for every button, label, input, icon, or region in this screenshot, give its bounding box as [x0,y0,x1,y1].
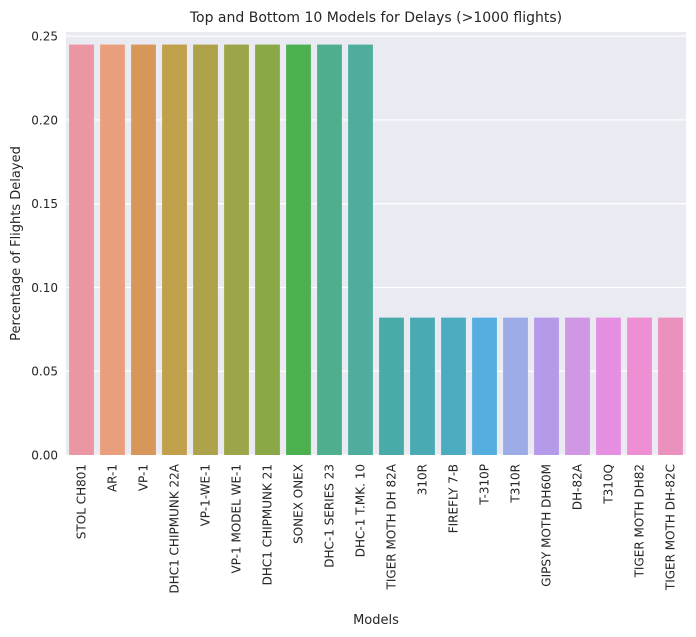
bar [286,44,311,455]
bar [472,317,497,455]
bar [658,317,683,455]
x-tick-label: T310Q [602,464,616,505]
chart-title: Top and Bottom 10 Models for Delays (>10… [189,10,562,26]
y-tick-label: 0.15 [31,197,58,211]
bar [410,317,435,455]
bar [534,317,559,455]
bars [69,44,683,455]
bar [100,44,125,455]
bar [627,317,652,455]
x-tick-label: T310R [509,464,523,504]
y-tick-label: 0.05 [31,365,58,379]
x-tick-label: VP-1 MODEL WE-1 [230,464,244,574]
x-tick-label: VP-1 [137,464,151,491]
x-tick-label: DHC-1 T.MK. 10 [354,464,368,557]
plot-background [66,32,686,455]
x-tick-label: VP-1-WE-1 [199,464,213,526]
x-tick-label: DHC1 CHIPMUNK 21 [261,464,275,585]
bar [255,44,280,455]
bar [162,44,187,455]
x-tick-label: GIPSY MOTH DH60M [540,464,554,587]
bar [348,44,373,455]
bar [565,317,590,455]
y-tick-label: 0.25 [31,30,58,44]
y-tick-label: 0.20 [31,113,58,127]
y-axis-label: Percentage of Flights Delayed [9,146,24,341]
x-tick-label: DHC-1 SERIES 23 [323,464,337,568]
bar [317,44,342,455]
x-tick-label: DH-82A [571,463,585,510]
bar [224,44,249,455]
x-tick-label: TIGER MOTH DH 82A [385,463,399,590]
x-tick-label: DHC1 CHIPMUNK 22A [168,463,182,593]
bar [69,44,94,455]
bar [379,317,404,455]
bar [193,44,218,455]
bar [131,44,156,455]
bar [503,317,528,455]
bar [441,317,466,455]
bar [596,317,621,455]
x-axis-label: Models [353,613,399,628]
x-tick-label: FIREFLY 7-B [447,464,461,533]
y-tick-labels: 0.00 0.05 0.10 0.15 0.20 0.25 [31,30,58,463]
x-tick-label: 310R [416,464,430,495]
y-tick-label: 0.00 [31,449,58,463]
x-tick-label: TIGER MOTH DH-82C [664,464,678,591]
x-tick-label: TIGER MOTH DH82 [633,464,647,578]
x-tick-label: T-310P [478,464,492,506]
x-tick-label: STOL CH801 [75,464,89,539]
x-tick-labels: STOL CH801 AR-1 VP-1 DHC1 CHIPMUNK 22A VP-1-… [75,463,678,593]
y-tick-label: 0.10 [31,281,58,295]
x-tick-label: SONEX ONEX [292,464,306,544]
x-tick-label: AR-1 [106,464,120,492]
